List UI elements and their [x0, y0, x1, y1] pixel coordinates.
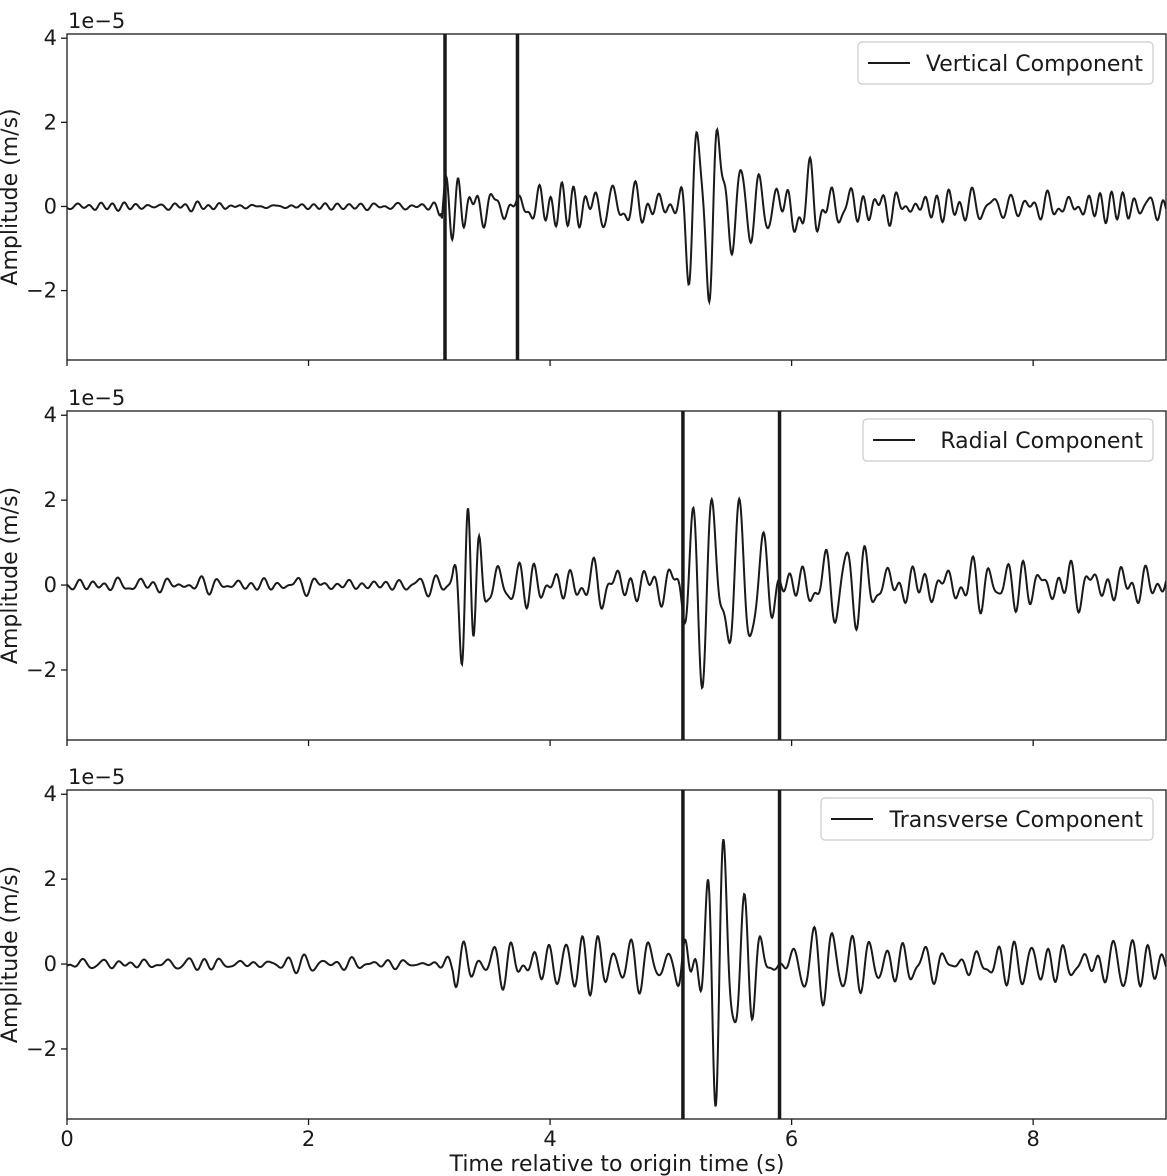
legend-box — [857, 41, 1154, 85]
legend: Radial Component — [862, 418, 1154, 462]
legend-label: Vertical Component — [926, 52, 1143, 77]
panel-3: 4 2 0 −2 1e−5 Amplitude (m/s) 0 2 4 6 8 Transverse … — [0, 765, 1167, 1151]
offset-text: 1e−5 — [68, 386, 125, 410]
y-tick-label: −2 — [26, 1037, 57, 1061]
legend-box — [862, 418, 1154, 462]
legend-label: Transverse Component — [889, 808, 1144, 833]
y-tick-label: 0 — [44, 952, 57, 976]
panel-1: 4 2 0 −2 1e−5 Amplitude (m/s) Vertical Compone… — [0, 9, 1167, 366]
waveform-line — [67, 838, 1166, 1107]
y-tick-label: 2 — [44, 488, 57, 512]
y-tick-label: 2 — [44, 867, 57, 891]
offset-text: 1e−5 — [68, 765, 125, 789]
offset-text: 1e−5 — [68, 9, 125, 33]
y-tick-label: 4 — [44, 26, 57, 50]
y-tick-label: −2 — [26, 658, 57, 682]
panels: 4 2 0 −2 1e−5 Amplitude (m/s) Vertical Compone… — [0, 9, 1167, 1151]
panel-2: 4 2 0 −2 1e−5 Amplitude (m/s) Radial Component — [0, 386, 1167, 746]
legend: Vertical Component — [857, 41, 1154, 85]
y-tick-label: 2 — [44, 110, 57, 134]
axes-frame — [66, 33, 1167, 361]
x-tick-label: 8 — [1026, 1127, 1039, 1151]
x-tick-label: 2 — [302, 1127, 315, 1151]
x-tick-label: 0 — [60, 1127, 73, 1151]
y-tick-label: 0 — [44, 573, 57, 597]
y-axis-label: Amplitude (m/s) — [0, 108, 23, 285]
x-tick-label: 4 — [543, 1127, 556, 1151]
legend: Transverse Component — [820, 797, 1154, 841]
y-tick-label: 4 — [44, 403, 57, 427]
legend-label: Radial Component — [940, 429, 1143, 454]
y-axis-label: Amplitude (m/s) — [0, 487, 23, 664]
y-axis-label: Amplitude (m/s) — [0, 866, 23, 1043]
axes-frame — [66, 789, 1167, 1120]
waveform-line — [67, 126, 1166, 306]
y-tick-label: 0 — [44, 194, 57, 218]
y-tick-label: 4 — [44, 782, 57, 806]
y-tick-label: −2 — [26, 279, 57, 303]
waveform-line — [67, 496, 1166, 690]
legend-box — [820, 797, 1154, 841]
x-tick-label: 6 — [785, 1127, 798, 1151]
x-axis-label: Time relative to origin time (s) — [449, 1152, 785, 1176]
axes-frame — [66, 410, 1167, 741]
